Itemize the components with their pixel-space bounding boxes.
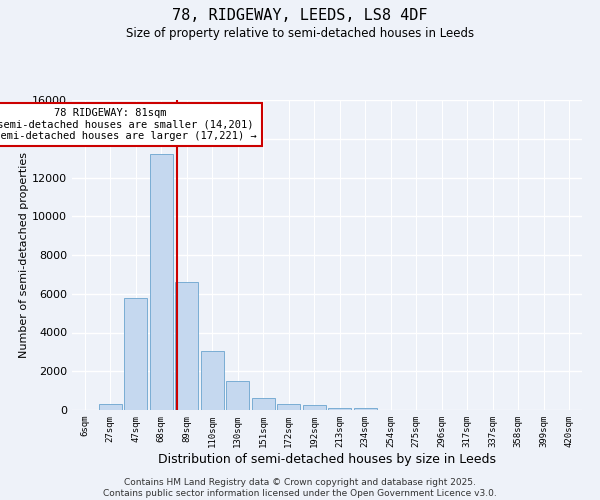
- Bar: [149, 154, 173, 410]
- Text: Size of property relative to semi-detached houses in Leeds: Size of property relative to semi-detach…: [126, 28, 474, 40]
- Bar: [328, 408, 352, 410]
- Text: 78, RIDGEWAY, LEEDS, LS8 4DF: 78, RIDGEWAY, LEEDS, LS8 4DF: [172, 8, 428, 22]
- Bar: [175, 282, 199, 410]
- Text: Contains HM Land Registry data © Crown copyright and database right 2025.
Contai: Contains HM Land Registry data © Crown c…: [103, 478, 497, 498]
- Bar: [353, 408, 377, 410]
- Bar: [302, 405, 326, 410]
- Text: 78 RIDGEWAY: 81sqm
← 45% of semi-detached houses are smaller (14,201)
  55% of s: 78 RIDGEWAY: 81sqm ← 45% of semi-detache…: [0, 108, 257, 141]
- X-axis label: Distribution of semi-detached houses by size in Leeds: Distribution of semi-detached houses by …: [158, 452, 496, 466]
- Bar: [200, 351, 224, 410]
- Bar: [124, 298, 148, 410]
- Y-axis label: Number of semi-detached properties: Number of semi-detached properties: [19, 152, 29, 358]
- Bar: [277, 404, 301, 410]
- Bar: [98, 404, 122, 410]
- Bar: [226, 381, 250, 410]
- Bar: [251, 398, 275, 410]
